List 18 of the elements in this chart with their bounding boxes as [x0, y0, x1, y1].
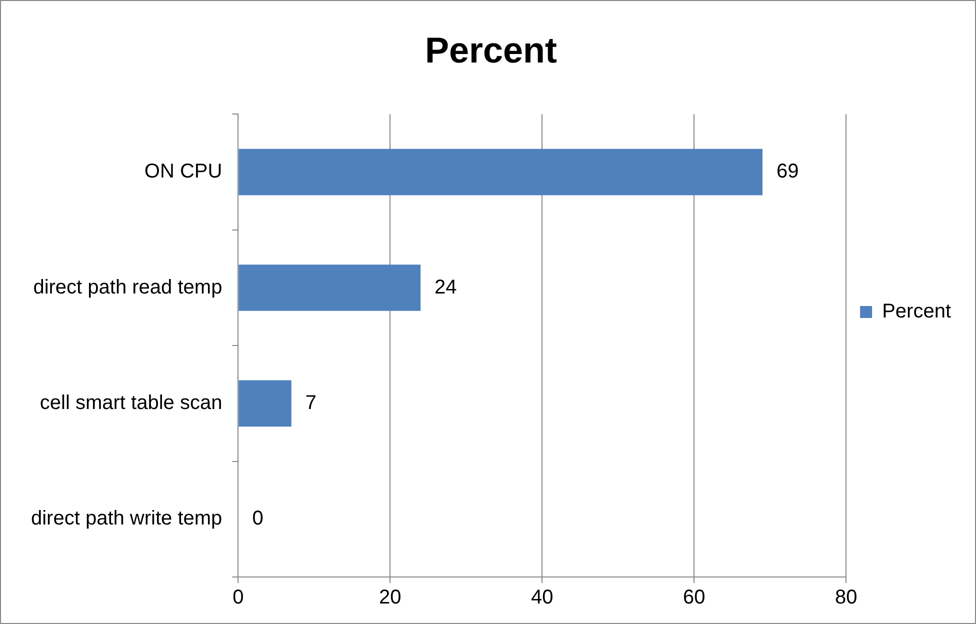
x-tick-label: 60	[682, 586, 706, 609]
data-label: 0	[252, 508, 264, 530]
x-tick-label: 0	[232, 586, 244, 609]
bar	[238, 264, 421, 311]
x-tick-label: 40	[531, 586, 554, 609]
x-tick-label: 80	[834, 586, 858, 609]
y-tick-label: direct path write temp	[30, 508, 222, 530]
x-tick-label: 20	[379, 586, 402, 609]
bar	[238, 148, 762, 196]
y-tick-label: ON CPU	[144, 160, 222, 183]
y-tick-label: direct path read temp	[33, 276, 222, 298]
data-label: 7	[305, 392, 317, 414]
data-label: 69	[776, 160, 799, 183]
chart-title: Percent	[424, 30, 558, 71]
bar	[238, 380, 292, 427]
data-label: 24	[434, 276, 457, 298]
legend-label: Percent	[882, 300, 952, 323]
y-tick-label: cell smart table scan	[40, 392, 222, 414]
